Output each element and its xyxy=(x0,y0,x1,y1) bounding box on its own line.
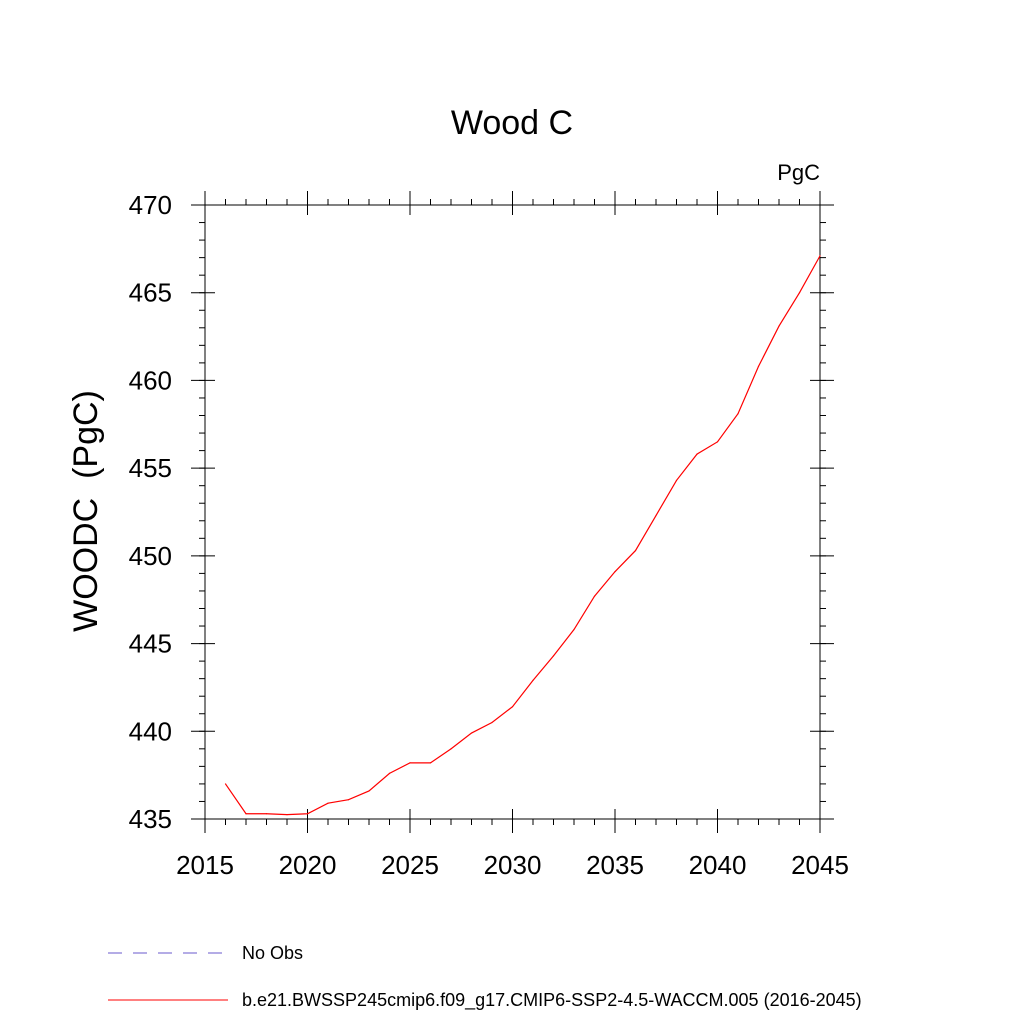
y-tick-label: 465 xyxy=(129,278,172,308)
legend: No Obs b.e21.BWSSP245cmip6.f09_g17.CMIP6-… xyxy=(108,943,862,1011)
x-tick-label: 2030 xyxy=(484,850,542,880)
x-tick-label: 2045 xyxy=(791,850,849,880)
series-line xyxy=(225,255,821,816)
x-tick-label: 2020 xyxy=(279,850,337,880)
data-point xyxy=(491,721,493,724)
y-axis-label: WOODC (PgC) xyxy=(67,390,105,632)
data-point xyxy=(552,655,555,657)
data-point xyxy=(286,814,288,816)
data-point xyxy=(409,762,411,764)
x-axis-ticks: 2015 2020 2025 2030 2035 2040 2045 xyxy=(176,191,849,880)
data-point xyxy=(511,706,514,708)
legend-label: No Obs xyxy=(242,943,303,963)
y-tick-label: 440 xyxy=(129,716,172,746)
data-point xyxy=(798,292,801,294)
data-point xyxy=(265,813,268,815)
y-tick-label: 435 xyxy=(129,804,172,834)
data-point xyxy=(347,799,350,801)
data-point xyxy=(757,365,760,367)
plot-frame xyxy=(204,204,821,820)
data-point xyxy=(696,453,698,455)
data-point xyxy=(778,325,780,327)
data-point xyxy=(675,479,678,482)
y-tick-label: 460 xyxy=(129,365,172,395)
x-tick-label: 2035 xyxy=(586,850,644,880)
x-tick-label: 2015 xyxy=(176,850,234,880)
data-point xyxy=(327,802,329,804)
y-tick-label: 450 xyxy=(129,541,172,571)
x-tick-label: 2025 xyxy=(381,850,439,880)
data-point xyxy=(388,772,391,774)
legend-label: b.e21.BWSSP245cmip6.f09_g17.CMIP6-SSP2-4… xyxy=(242,990,862,1011)
data-point xyxy=(450,748,452,750)
chart-title: Wood C xyxy=(451,104,573,142)
data-point xyxy=(429,762,432,764)
data-point xyxy=(532,679,534,682)
data-point xyxy=(614,571,616,573)
data-point xyxy=(224,783,227,785)
data-point xyxy=(470,732,473,734)
data-point xyxy=(716,441,719,443)
series-layer xyxy=(224,255,821,816)
units-label: PgC xyxy=(777,160,820,185)
y-tick-label: 455 xyxy=(129,453,172,483)
x-tick-label: 2040 xyxy=(689,850,747,880)
data-point xyxy=(245,813,247,815)
data-point xyxy=(737,413,739,415)
y-axis-ticks: 435 440 445 450 455 460 465 470 xyxy=(129,190,834,834)
data-point xyxy=(368,790,370,792)
data-point xyxy=(573,628,575,631)
y-tick-label: 445 xyxy=(129,629,172,659)
data-point xyxy=(819,255,821,257)
data-point xyxy=(306,813,309,815)
data-point xyxy=(634,549,637,552)
data-point xyxy=(655,514,657,517)
y-tick-label: 470 xyxy=(129,190,172,220)
data-point xyxy=(593,595,596,597)
